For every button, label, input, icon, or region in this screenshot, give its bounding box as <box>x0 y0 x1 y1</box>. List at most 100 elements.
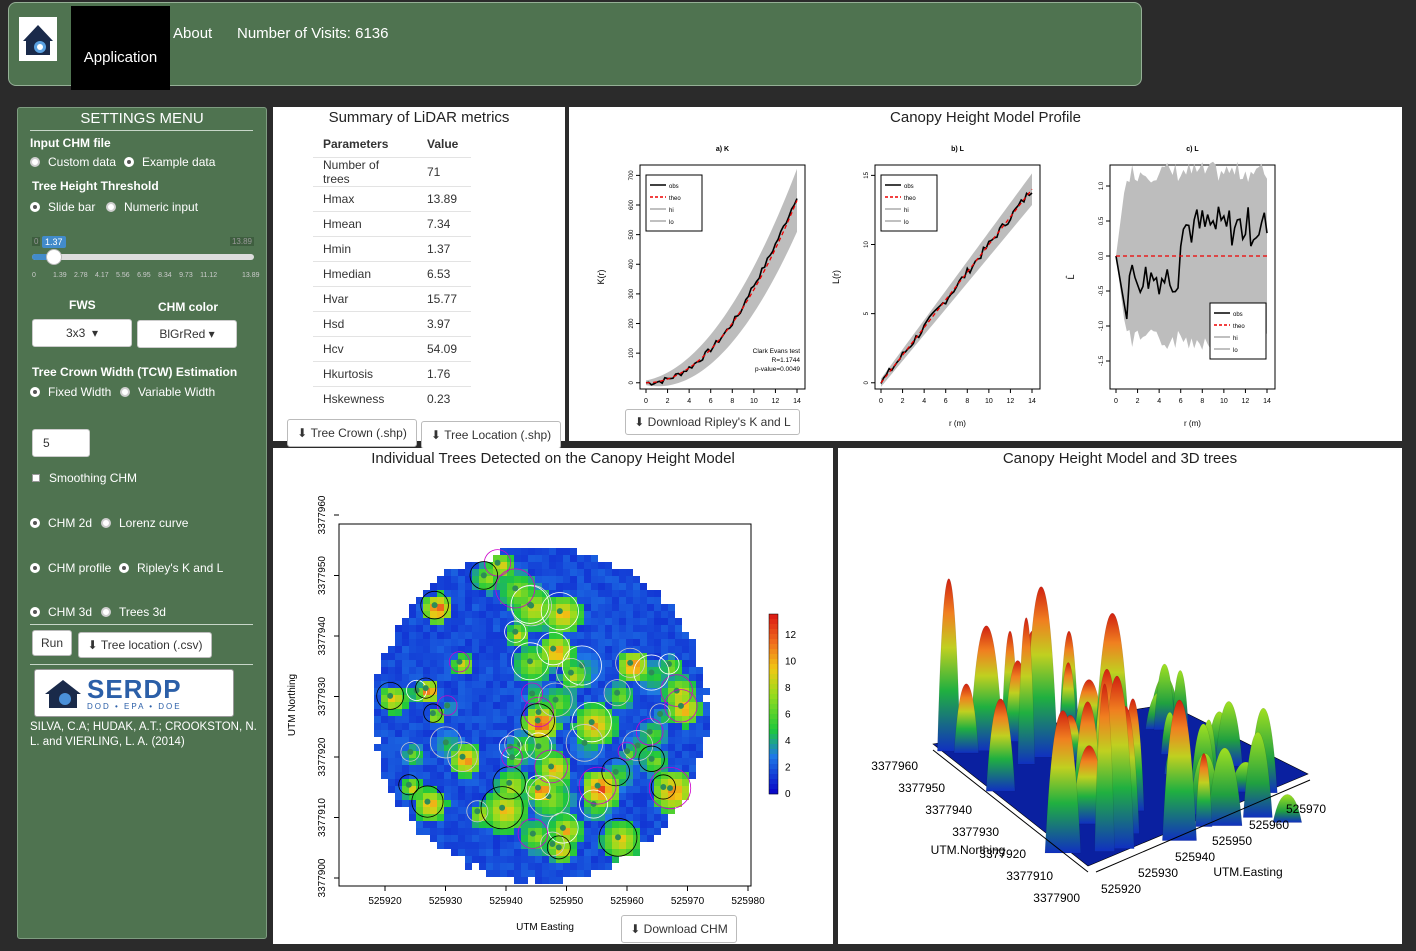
chm-cell <box>598 786 605 793</box>
y-tick-label: 3377940 <box>317 616 328 655</box>
chm-profile-radio[interactable]: CHM profile <box>30 561 111 575</box>
chm-cell <box>430 723 437 730</box>
chm-cell <box>549 611 556 618</box>
chm-cell <box>542 555 549 562</box>
chm-cell <box>437 800 444 807</box>
chm-cell <box>633 688 640 695</box>
chm-cell <box>549 548 556 555</box>
custom-data-radio[interactable]: Custom data <box>30 155 116 169</box>
chm-cell <box>402 723 409 730</box>
chm-cell <box>451 849 458 856</box>
chm-cell <box>577 723 584 730</box>
chm-cell <box>661 695 668 702</box>
chm-cell <box>591 632 598 639</box>
chm-cell <box>542 835 549 842</box>
chm-cell <box>528 744 535 751</box>
chm-cell <box>444 835 451 842</box>
chm-cell <box>500 786 507 793</box>
chm-cell <box>416 828 423 835</box>
tree-crown-shp-button[interactable]: ⬇ Tree Crown (.shp) <box>287 419 417 447</box>
chm-cell <box>458 576 465 583</box>
tcw-input[interactable]: 5 <box>32 429 90 457</box>
chm-cell <box>500 695 507 702</box>
fws-select[interactable]: 3x3 ▾ <box>32 319 132 347</box>
chm-color-select[interactable]: BlGrRed ▾ <box>137 320 237 348</box>
chm-cell <box>591 702 598 709</box>
tree-top <box>627 659 634 666</box>
height-slider[interactable]: 0 13.89 1.37 0 1.39 2.78 4.17 5.56 6.95 8.34 9.… <box>32 234 260 279</box>
download-icon: ⬇ <box>630 922 644 936</box>
chm-cell <box>395 744 402 751</box>
variable-width-radio[interactable]: Variable Width <box>120 385 215 399</box>
chm-cell <box>479 660 486 667</box>
crown-circle <box>521 682 544 705</box>
chm-cell <box>514 863 521 870</box>
tree-top <box>431 602 438 609</box>
tab-about[interactable]: About <box>173 25 213 42</box>
chm-cell <box>605 765 612 772</box>
chm-cell <box>612 800 619 807</box>
chm2d-radio[interactable]: CHM 2d <box>30 516 92 530</box>
numeric-input-radio[interactable]: Numeric input <box>106 200 198 214</box>
smoothing-checkbox[interactable]: Smoothing CHM <box>32 471 137 485</box>
chm-cell <box>626 688 633 695</box>
tree-top <box>567 669 574 676</box>
run-button[interactable]: Run <box>32 630 72 656</box>
chm-cell <box>647 772 654 779</box>
ripley-radio[interactable]: Ripley's K and L <box>119 561 223 575</box>
fixed-width-radio[interactable]: Fixed Width <box>30 385 111 399</box>
chm-cell <box>542 863 549 870</box>
chm-cell <box>619 709 626 716</box>
chm-cell <box>374 674 381 681</box>
chm-cell <box>584 765 591 772</box>
chm-cell <box>451 765 458 772</box>
chm-cell <box>654 653 661 660</box>
chm-cell <box>521 632 528 639</box>
tree-csv-button[interactable]: ⬇ Tree location (.csv) <box>78 632 212 658</box>
chm-cell <box>703 702 710 709</box>
chm-cell <box>493 807 500 814</box>
chm-cell <box>570 870 577 877</box>
tree-location-shp-button[interactable]: ⬇ Tree Location (.shp) <box>421 421 561 449</box>
x-tick-label: 525980 <box>731 896 765 907</box>
chm-cell <box>668 793 675 800</box>
chm-cell <box>535 849 542 856</box>
chm-cell <box>584 674 591 681</box>
example-data-radio[interactable]: Example data <box>124 155 215 169</box>
chm-cell <box>500 667 507 674</box>
chm-cell <box>570 695 577 702</box>
chm-cell <box>444 723 451 730</box>
chm-cell <box>612 632 619 639</box>
slider-handle[interactable] <box>45 249 62 265</box>
chm3d-radio[interactable]: CHM 3d <box>30 605 92 619</box>
chm-cell <box>605 751 612 758</box>
trees3d-radio[interactable]: Trees 3d <box>101 605 166 619</box>
tab-application[interactable]: Application <box>71 6 170 90</box>
chm-cell <box>619 604 626 611</box>
download-ripley-button[interactable]: ⬇ Download Ripley's K and L <box>625 409 800 435</box>
chm-cell <box>416 646 423 653</box>
app-logo[interactable] <box>19 17 57 61</box>
chm-cell <box>423 681 430 688</box>
chm-cell <box>563 793 570 800</box>
lorenz-radio[interactable]: Lorenz curve <box>101 516 188 530</box>
chm-cell <box>591 842 598 849</box>
chm-cell <box>640 772 647 779</box>
chm-cell <box>493 653 500 660</box>
chm-cell <box>423 821 430 828</box>
chm-cell <box>619 695 626 702</box>
chm-cell <box>472 793 479 800</box>
chm-color-label: CHM color <box>158 300 218 314</box>
chm-cell <box>451 793 458 800</box>
chm-cell <box>633 583 640 590</box>
chm-cell <box>507 737 514 744</box>
download-chm-button[interactable]: ⬇ Download CHM <box>621 915 737 943</box>
chm-cell <box>395 667 402 674</box>
chm-cell <box>570 681 577 688</box>
chm-cell <box>395 632 402 639</box>
slide-bar-radio[interactable]: Slide bar <box>30 200 95 214</box>
chm-cell <box>619 681 626 688</box>
chm-cell <box>619 800 626 807</box>
chm-cell <box>612 828 619 835</box>
chm-cell <box>430 632 437 639</box>
